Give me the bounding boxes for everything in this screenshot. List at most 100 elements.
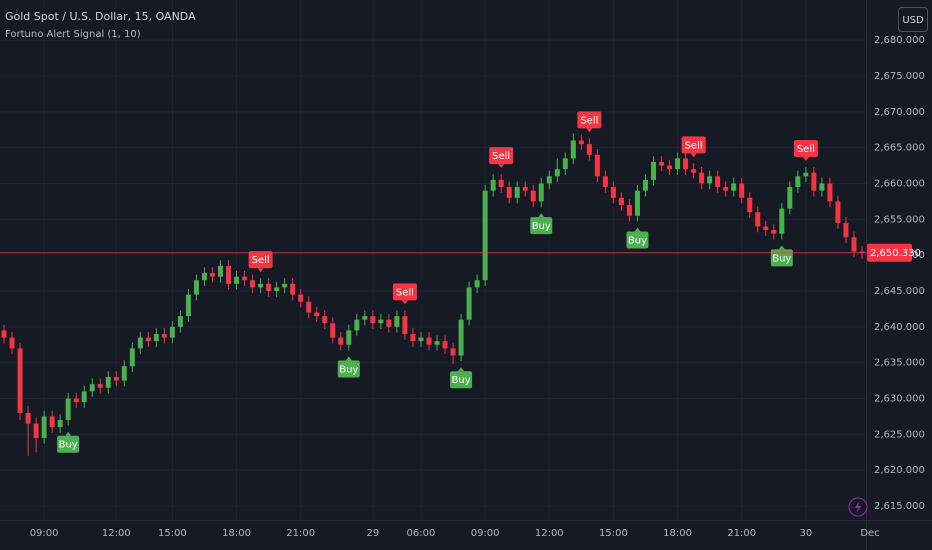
candle-body <box>434 341 440 345</box>
candle-body <box>546 176 552 184</box>
candle-body <box>1 330 7 338</box>
candle-body <box>466 287 472 320</box>
candle-body <box>169 326 175 338</box>
candle-body <box>675 158 681 170</box>
candle-body <box>594 154 600 177</box>
signal-marker: Sell <box>392 283 417 305</box>
signal-marker: Buy <box>450 367 473 389</box>
signal-marker: Buy <box>770 245 793 267</box>
signal-box <box>450 371 473 389</box>
signal-marker: Buy <box>626 227 649 249</box>
last-price-box <box>867 243 912 262</box>
candle-body <box>418 337 424 342</box>
candle-body <box>474 280 480 288</box>
candle-body <box>338 337 344 345</box>
x-tick-label: 09:00 <box>471 528 500 539</box>
y-tick-label: 2,680.000 <box>874 35 925 46</box>
candle-body <box>803 172 809 177</box>
signal-marker: Sell <box>248 251 273 273</box>
signal-label: Buy <box>452 375 471 386</box>
candle-body <box>314 312 320 317</box>
y-tick-label: 2,665.000 <box>874 143 925 154</box>
candle-body <box>234 276 240 284</box>
candle-body <box>859 251 865 253</box>
candle-body <box>602 176 608 188</box>
signal-pointer <box>458 367 465 372</box>
signal-box <box>577 111 602 129</box>
signal-label: Sell <box>797 144 815 155</box>
candle-body <box>65 398 71 421</box>
candle-body <box>137 337 143 349</box>
x-tick-label: 06:00 <box>407 528 436 539</box>
x-tick-label: 12:00 <box>102 528 131 539</box>
candle-body <box>610 187 616 198</box>
candle-body <box>161 334 167 338</box>
candle-body <box>105 377 111 388</box>
signal-box <box>770 249 793 267</box>
signal-pointer <box>778 245 785 250</box>
candle-body <box>747 197 753 213</box>
candle-body <box>522 187 528 191</box>
candle-body <box>386 319 392 327</box>
candle-body <box>378 319 384 324</box>
candle-body <box>57 420 63 428</box>
candle-body <box>771 230 777 234</box>
last-price-label: 2,650.330 <box>870 248 921 259</box>
y-tick-label: 2,620.000 <box>874 465 925 476</box>
candle-body <box>779 208 785 234</box>
candle-body <box>634 190 640 216</box>
signal-label: Sell <box>492 151 510 162</box>
candle-body <box>113 377 119 381</box>
candle-body <box>282 283 288 288</box>
signal-label: Buy <box>772 253 791 264</box>
candle-body <box>193 280 199 295</box>
y-tick-label: 2,615.000 <box>874 501 925 512</box>
candle-body <box>843 222 849 238</box>
signal-label: Buy <box>628 235 647 246</box>
candle-body <box>755 212 761 227</box>
signal-box <box>626 231 649 249</box>
y-tick-label: 2,670.000 <box>874 107 925 118</box>
candle-body <box>667 165 673 170</box>
candle-body <box>41 416 47 438</box>
candle-body <box>530 190 536 202</box>
signal-box <box>489 147 514 165</box>
candle-body <box>514 187 520 198</box>
candle-body <box>250 280 256 288</box>
x-tick-label: 18:00 <box>222 528 251 539</box>
y-tick-label: 2,645.000 <box>874 286 925 297</box>
candle-body <box>290 283 296 295</box>
y-tick-label: 2,640.000 <box>874 322 925 333</box>
y-tick-label: 2,630.000 <box>874 394 925 405</box>
candle-body <box>25 412 31 424</box>
candle-body <box>442 341 448 349</box>
candle-body <box>121 366 127 381</box>
y-tick-label: 2,675.000 <box>874 71 925 82</box>
signal-label: Sell <box>396 287 414 298</box>
candle-body <box>538 183 544 202</box>
signal-pointer <box>401 300 408 305</box>
x-tick-label: 09:00 <box>30 528 59 539</box>
candle-body <box>218 265 224 277</box>
signal-pointer <box>634 227 641 232</box>
candle-body <box>410 334 416 342</box>
candle-body <box>835 201 841 223</box>
candle-body <box>185 294 191 317</box>
candle-body <box>458 319 464 356</box>
candle-body <box>346 330 352 345</box>
signal-box <box>530 217 553 235</box>
candle-body <box>651 161 657 180</box>
currency-label[interactable]: USD <box>902 15 924 26</box>
signal-box <box>392 283 417 301</box>
y-tick-label: 2,660.000 <box>874 178 925 189</box>
candle-body <box>554 169 560 177</box>
x-tick-label: 18:00 <box>663 528 692 539</box>
candle-body <box>362 316 368 320</box>
currency-button[interactable] <box>898 7 928 32</box>
candle-body <box>787 187 793 209</box>
signal-box <box>57 435 80 453</box>
candle-body <box>570 140 576 159</box>
alert-icon[interactable] <box>848 497 868 517</box>
signal-box <box>337 360 360 378</box>
